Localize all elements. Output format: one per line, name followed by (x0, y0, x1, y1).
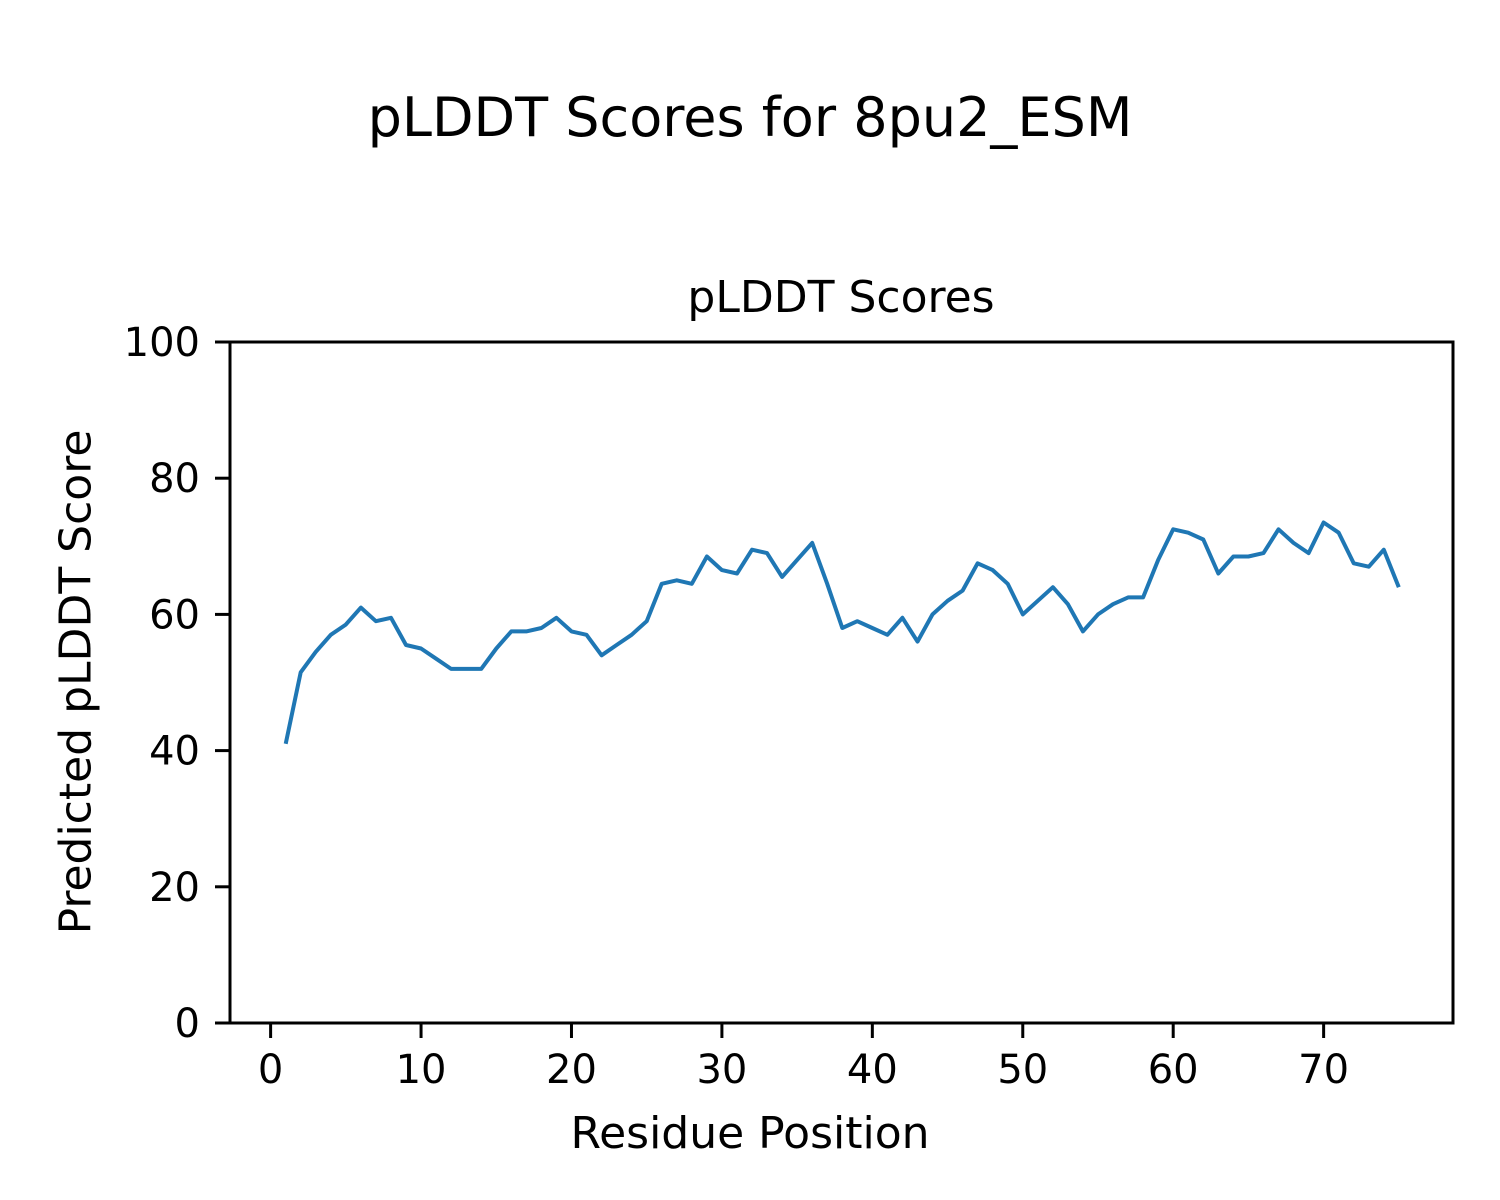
axes-frame (228, 340, 1455, 1025)
x-tick-label: 50 (997, 1047, 1048, 1093)
axes-title: pLDDT Scores (687, 272, 995, 323)
y-tick-label: 80 (149, 456, 200, 502)
y-tick-label: 100 (124, 320, 200, 366)
x-tick-label: 40 (847, 1047, 898, 1093)
x-tick-label: 30 (696, 1047, 747, 1093)
y-tick-label: 0 (175, 1001, 200, 1047)
axis-tick-labels: 0 10 20 30 40 50 60 70 0 20 40 60 80 100 (124, 320, 1349, 1093)
x-tick-label: 70 (1298, 1047, 1349, 1093)
x-tick-label: 20 (546, 1047, 597, 1093)
x-tick-label: 0 (258, 1047, 283, 1093)
x-tick-label: 60 (1148, 1047, 1199, 1093)
x-tick-label: 10 (396, 1047, 447, 1093)
plddt-line-series (283, 520, 1401, 745)
y-tick-label: 40 (149, 729, 200, 775)
y-axis-label: Predicted pLDDT Score (50, 429, 102, 935)
x-axis-label: Residue Position (570, 1108, 930, 1159)
y-tick-label: 20 (149, 865, 200, 911)
axis-ticks (215, 340, 1326, 1038)
figure-title: pLDDT Scores for 8pu2_ESM (367, 86, 1133, 149)
y-tick-label: 60 (149, 592, 200, 638)
